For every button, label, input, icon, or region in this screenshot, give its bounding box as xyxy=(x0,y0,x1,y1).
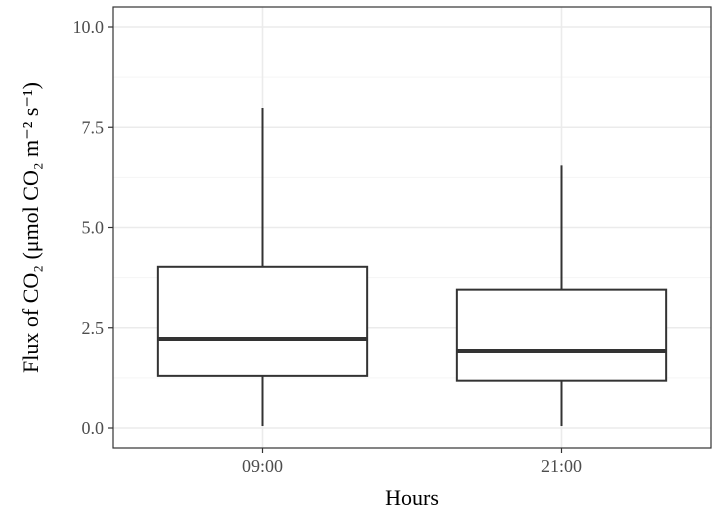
grid-major xyxy=(113,7,711,448)
box-2100 xyxy=(455,165,668,426)
box-iqr xyxy=(156,265,369,377)
y-tick-label: 2.5 xyxy=(82,318,105,338)
y-axis-title: Flux of CO₂ (μmol CO₂ m⁻² s⁻¹) xyxy=(18,82,43,373)
x-tick-label: 09:00 xyxy=(242,456,283,476)
y-tick-label: 7.5 xyxy=(82,117,105,137)
x-axis-ticks: 09:00 21:00 xyxy=(242,448,582,476)
y-tick-label: 10.0 xyxy=(73,17,105,37)
y-tick-label: 5.0 xyxy=(82,218,105,238)
x-tick-label: 21:00 xyxy=(541,456,582,476)
x-axis-title: Hours xyxy=(385,485,439,510)
y-tick-label: 0.0 xyxy=(82,418,105,438)
box-iqr xyxy=(455,288,668,382)
y-axis-ticks: 0.0 2.5 5.0 7.5 10.0 xyxy=(73,17,113,438)
boxes xyxy=(156,108,668,426)
box-0900 xyxy=(156,108,369,426)
